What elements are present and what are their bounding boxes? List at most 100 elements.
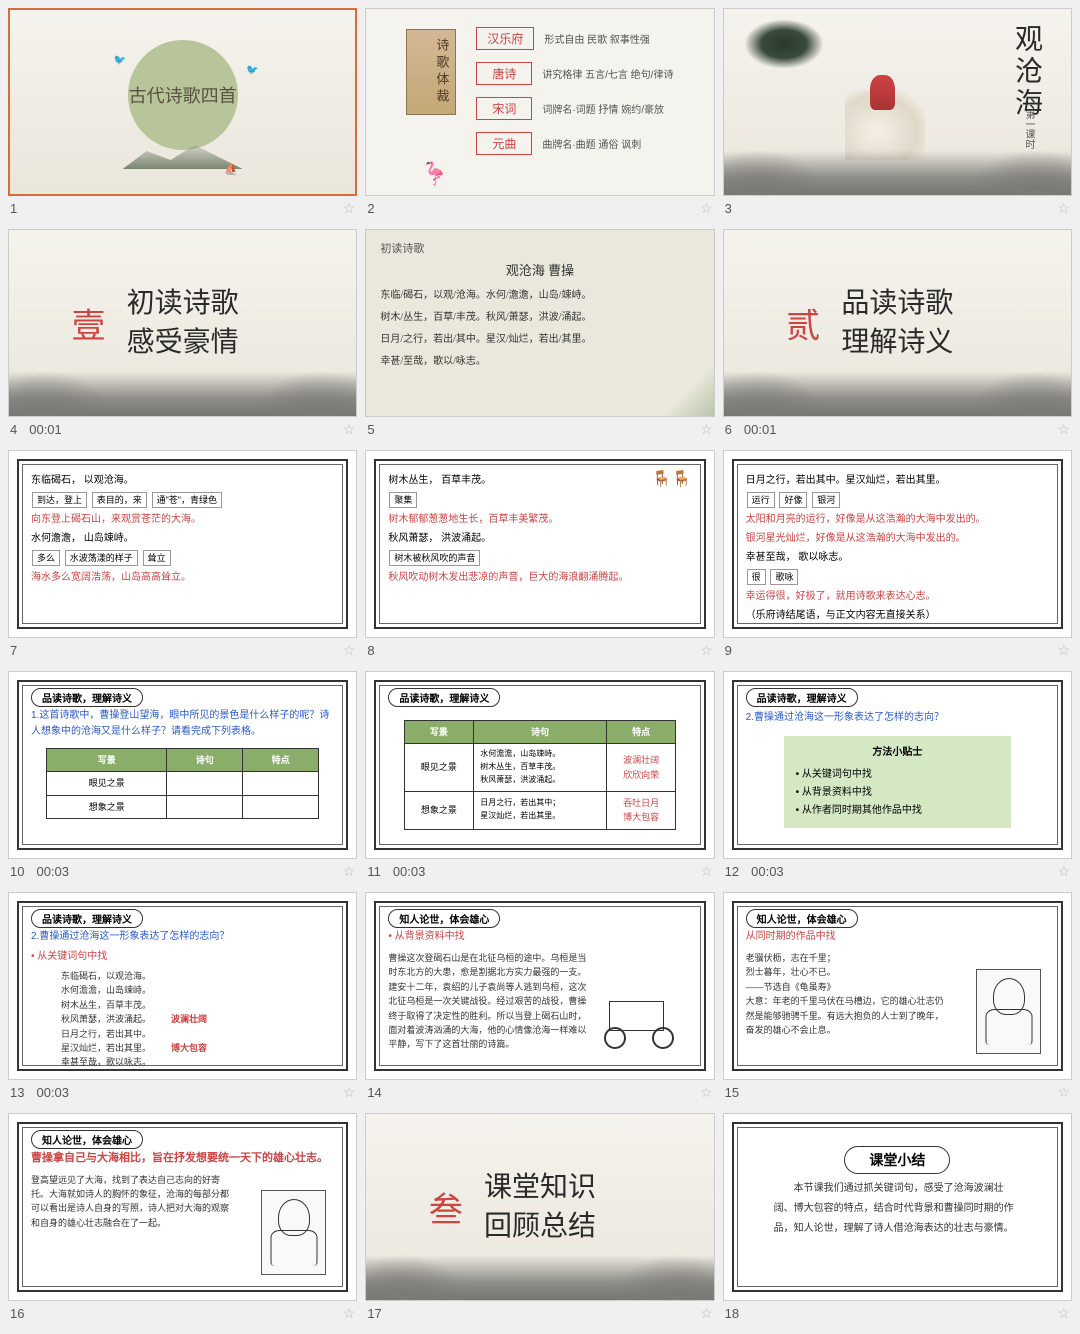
slide-meta: 18 ☆ (723, 1301, 1072, 1326)
slide-time: 00:01 (29, 422, 62, 437)
star-icon[interactable]: ☆ (700, 642, 713, 659)
star-icon[interactable]: ☆ (1057, 863, 1070, 880)
genre-tag: 元曲 (476, 132, 532, 155)
poem-text: 东临/碣石，以观/沧海。水何/澹澹，山岛/竦峙。树木/丛生，百草/丰茂。秋风/萧… (380, 285, 699, 373)
slide-number: 11 (367, 864, 381, 879)
bird-icon: 🐦 (114, 55, 126, 66)
slide-meta: 5☆ (365, 417, 714, 442)
slide-number: 9 (725, 643, 732, 658)
slide-number: 13 (10, 1085, 24, 1100)
section-number: 壹 (72, 299, 106, 348)
slide-thumb[interactable]: 知人论世，体会雄心曹操拿自己与大海相比，旨在抒发想要统一天下的雄心壮志。登高望远… (8, 1113, 357, 1301)
section-number: 叁 (429, 1183, 463, 1232)
annotation-body: 树木丛生， 百草丰茂。聚集树木郁郁葱葱地生长，百草丰美繁茂。秋风萧瑟， 洪波涌起… (388, 473, 691, 615)
slide-meta: 16 ☆ (8, 1301, 357, 1326)
slide-thumb[interactable]: 日月之行，若出其中。星汉灿烂，若出其里。运行 好像 银河太阳和月亮的运行，好像是… (723, 450, 1072, 638)
poem-title: 观沧海 曹操 (380, 260, 699, 279)
slide-header: 初读诗歌 (380, 240, 699, 256)
slide-meta: 17 ☆ (365, 1301, 714, 1326)
slide-meta: 9☆ (723, 638, 1072, 663)
body-text: 登高望远见了大海，找到了表达自己志向的好寄托。大海就如诗人的胸怀的象征，沧海的每… (31, 1173, 237, 1231)
star-icon[interactable]: ☆ (1057, 1305, 1070, 1322)
slide-thumb[interactable]: 贰品读诗歌理解诗义 (723, 229, 1072, 417)
slide-thumb[interactable]: 树木丛生， 百草丰茂。聚集树木郁郁葱葱地生长，百草丰美繁茂。秋风萧瑟， 洪波涌起… (365, 450, 714, 638)
question-text: 2.曹操通过沧海这一形象表达了怎样的志向？ (746, 710, 1049, 726)
slide-meta: 1000:03☆ (8, 859, 357, 884)
star-icon[interactable]: ☆ (1057, 1084, 1070, 1101)
genre-tag: 汉乐府 (476, 27, 534, 50)
slide-thumb[interactable]: 课堂小结本节课我们通过抓关键词句，感受了沧海波澜壮阔、博大包容的特点，结合时代背… (723, 1113, 1072, 1301)
bamboo-decoration (654, 346, 714, 416)
slide-meta: 12 00:03 ☆ (723, 859, 1072, 884)
slide-meta: 7☆ (8, 638, 357, 663)
slide-thumb[interactable]: 品读诗歌，理解诗义写景诗句特点眼见之景水何澹澹，山岛竦峙。树木丛生，百草丰茂。秋… (365, 671, 714, 859)
portrait-illustration (261, 1190, 326, 1275)
body-text: 曹操这次登碣石山是在北征乌桓的途中。乌桓是当时东北方的大患，愈是割据北方实力最强… (388, 951, 594, 1052)
slide-meta: 15 ☆ (723, 1080, 1072, 1105)
slide-thumb[interactable]: 品读诗歌，理解诗义2.曹操通过沧海这一形象表达了怎样的志向？• 从关键词句中找东… (8, 892, 357, 1080)
slide-thumb[interactable]: 知人论世，体会雄心• 从背景资料中找曹操这次登碣石山是在北征乌桓的途中。乌桓是当… (365, 892, 714, 1080)
slide-time: 00:03 (36, 1085, 69, 1100)
star-icon[interactable]: ☆ (343, 1084, 356, 1101)
star-icon[interactable]: ☆ (700, 863, 713, 880)
annotation-body: 日月之行，若出其中。星汉灿烂，若出其里。运行 好像 银河太阳和月亮的运行，好像是… (746, 473, 1049, 615)
star-icon[interactable]: ☆ (1057, 421, 1070, 438)
genre-tag: 唐诗 (476, 62, 532, 85)
slide-number: 3 (725, 201, 732, 216)
slide-time: 00:03 (751, 864, 784, 879)
slide-number: 1 (10, 201, 17, 216)
slide-thumb[interactable]: 知人论世，体会雄心从同时期的作品中找老骥伏枥，志在千里；烈士暮年，壮心不已。 —… (723, 892, 1072, 1080)
section-number: 贰 (786, 299, 820, 348)
star-icon[interactable]: ☆ (1057, 642, 1070, 659)
question-text: 2.曹操通过沧海这一形象表达了怎样的志向？ (31, 929, 334, 945)
slide-thumb[interactable]: 叁课堂知识回顾总结 (365, 1113, 714, 1301)
slide-thumb[interactable]: 壹初读诗歌感受豪情 (8, 229, 357, 417)
slide-number: 10 (10, 864, 24, 879)
slide-number: 12 (725, 864, 739, 879)
genre-desc: 词牌名·词题 抒情 婉约/豪放 (542, 101, 664, 116)
chair-icon: 🪑🪑 (652, 469, 692, 489)
slide-number: 14 (367, 1085, 381, 1100)
bird-icon: 🐦 (246, 65, 258, 76)
annotation-body: 东临碣石， 以观沧海。到达，登上 表目的，来 通"苍"，青绿色向东登上碣石山，来… (31, 473, 334, 615)
star-icon[interactable]: ☆ (700, 1084, 713, 1101)
slide-time: 00:03 (393, 864, 426, 879)
slide-thumb[interactable]: 诗歌体裁汉乐府形式自由 民歌 叙事性强唐诗讲究格律 五言/七言 绝句/律诗宋词词… (365, 8, 714, 196)
star-icon[interactable]: ☆ (700, 1305, 713, 1322)
star-icon[interactable]: ☆ (700, 200, 713, 217)
boat-icon: ⛵ (224, 163, 238, 176)
star-icon[interactable]: ☆ (343, 421, 356, 438)
method-label: 从同时期的作品中找 (746, 929, 1049, 945)
genre-desc: 曲牌名·曲题 通俗 讽刺 (542, 136, 641, 151)
star-icon[interactable]: ☆ (700, 421, 713, 438)
genre-title: 诗歌体裁 (406, 29, 456, 115)
slide-meta: 14 ☆ (365, 1080, 714, 1105)
star-icon[interactable]: ☆ (343, 642, 356, 659)
star-icon[interactable]: ☆ (343, 1305, 356, 1322)
slide-thumb[interactable]: 品读诗歌，理解诗义2.曹操通过沧海这一形象表达了怎样的志向？方法小贴士• 从关键… (723, 671, 1072, 859)
section-title: 初读诗歌感受豪情 (127, 284, 239, 362)
slide-meta: 1☆ (8, 196, 357, 221)
slide-number: 16 (10, 1306, 24, 1321)
slide-number: 2 (367, 201, 374, 216)
slide-thumb[interactable]: 东临碣石， 以观沧海。到达，登上 表目的，来 通"苍"，青绿色向东登上碣石山，来… (8, 450, 357, 638)
slide-thumb[interactable]: 观沧海第一课时 (723, 8, 1072, 196)
body-text: 老骥伏枥，志在千里；烈士暮年，壮心不已。 ——节选自《龟虽寿》大意：年老的千里马… (746, 951, 952, 1037)
section-title: 品读诗歌理解诗义 (841, 284, 953, 362)
star-icon[interactable]: ☆ (343, 863, 356, 880)
portrait-illustration (976, 969, 1041, 1054)
rider-figure (870, 75, 895, 110)
slide-number: 4 (10, 422, 17, 437)
slide-thumb[interactable]: 初读诗歌观沧海 曹操东临/碣石，以观/沧海。水何/澹澹，山岛/竦峙。树木/丛生，… (365, 229, 714, 417)
slide-number: 18 (725, 1306, 739, 1321)
slide-number: 17 (367, 1306, 381, 1321)
slide-meta: 11 00:03 ☆ (365, 859, 714, 884)
scenery-table: 写景诗句特点眼见之景 想象之景 (46, 748, 319, 819)
slide-number: 7 (10, 643, 17, 658)
genre-tag: 宋词 (476, 97, 532, 120)
star-icon[interactable]: ☆ (343, 200, 356, 217)
star-icon[interactable]: ☆ (1057, 200, 1070, 217)
slide-number: 15 (725, 1085, 739, 1100)
slide-thumb[interactable]: 品读诗歌，理解诗义1.这首诗歌中，曹操登山望海，眼中所见的景色是什么样子的呢？诗… (8, 671, 357, 859)
slide-thumb[interactable]: 古代诗歌四首🐦🐦⛵ (8, 8, 357, 196)
